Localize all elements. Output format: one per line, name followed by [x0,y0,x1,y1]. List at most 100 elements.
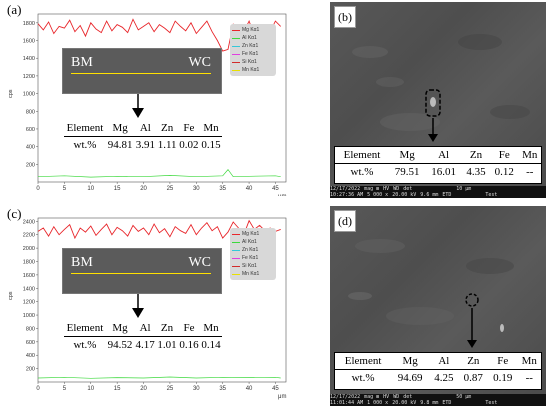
y-tick-label: 1200 [23,300,35,306]
sem-micrograph-b: (b) Element Mg Al Zn Fe Mn wt.% 79.51 16… [330,2,546,198]
table-header-row: Element Mg Al Zn Fe Mn [335,147,541,164]
table-header-cell: Al [134,120,157,137]
line-scan-plot-a: 1800 1600 1400 1200 1000 800 600 400 200 0 5 10 15 20… [4,0,300,196]
y-axis-label: cps [8,89,14,98]
table-header-cell: Mn [518,147,541,164]
y-tick-label: 2000 [23,246,35,252]
sem-inset-image: BM WC [62,248,222,294]
legend-item-zn: Zn Kα1 [232,42,274,50]
table-cell: wt.% [351,372,375,384]
table-header-cell: Fe [177,120,200,137]
table-header-cell: Mg [105,320,135,337]
table-header-cell: Al [429,353,459,370]
x-tick-label: 0 [36,186,40,192]
table-header-cell: Mn [199,120,222,137]
y-tick-label: 600 [26,340,35,346]
composition-table-c: Element Mg Al Zn Fe Mn wt.% 94.52 4.17 1… [64,320,222,364]
panel-label: (a) [6,2,23,18]
x-axis-label: μm [278,394,286,400]
legend-item-fe: Fe Kα1 [232,254,274,262]
legend-item-si: Si Kα1 [232,58,274,66]
table-row: wt.% 94.81 3.91 1.11 0.02 0.15 [64,137,222,154]
legend-item-fe: Fe Kα1 [232,50,274,58]
y-tick-label: 1600 [23,39,35,45]
y-tick-label: 600 [26,127,35,133]
table-header-row: Element Mg Al Zn Fe Mn [64,320,222,337]
y-tick-label: 800 [26,326,35,332]
element-legend: Mg Kα1 Al Kα1 Zn Kα1 Fe Kα1 Si Kα1 Mn Kα… [230,24,276,76]
bm-label: BM [71,55,93,70]
legend-item-zn: Zn Kα1 [232,246,274,254]
x-tick-label: 10 [87,386,94,392]
legend-item-al: Al Kα1 [232,238,274,246]
table-cell: 0.19 [493,372,513,384]
table-header-cell: Al [425,147,462,164]
line-scan-chart-c: 2400220020001800160014001200100080060040… [8,217,286,400]
table-header-row: Element Mg Al Zn Fe Mn [335,353,541,370]
x-tick-label: 25 [167,386,174,392]
table-row: wt.% 79.51 16.01 4.35 0.12 -- [335,164,541,181]
bm-label: BM [71,255,93,270]
y-tick-label: 400 [26,145,35,151]
panel-label: (c) [6,206,23,222]
sem-micrograph-d: (d) Element Mg Al Zn Fe Mn wt.% 94.69 4.… [330,206,546,406]
table-cell: 4.25 [434,372,454,384]
table-cell: 4.17 [135,339,155,351]
table-header-cell: Zn [461,147,491,164]
table-header-cell: Mn [200,320,222,337]
legend-item-mn: Mn Kα1 [232,66,274,74]
table-cell: 0.02 [179,139,199,151]
x-tick-label: 25 [167,186,174,192]
panel-label: (b) [334,6,356,28]
x-tick-label: 30 [193,186,200,192]
x-tick-label: 45 [272,386,279,392]
line-scan-chart-a: 1800 1600 1400 1200 1000 800 600 400 200 0 5 10 15 20… [8,13,287,196]
table-row: wt.% 94.69 4.25 0.87 0.19 -- [335,370,541,387]
table-header-cell: Element [64,120,106,137]
x-tick-label: 30 [193,386,200,392]
table-header-cell: Fe [178,320,200,337]
series-line-al [37,376,281,379]
table-cell: -- [526,166,534,178]
line-scan-plot-c: 2400 2200 2000 1800 1600 1400 1200 1000 800 600 40… [4,204,300,404]
panel-c-line-scan: 2400 2200 2000 1800 1600 1400 1200 1000 800 600 40… [4,204,300,404]
table-cell: wt.% [350,166,374,178]
y-tick-label: 1800 [23,260,35,266]
table-cell: 16.01 [431,166,456,178]
table-header-cell: Mg [105,120,135,137]
table-header-cell: Fe [490,147,519,164]
table-cell: 94.81 [107,139,133,151]
table-header-cell: Element [64,320,106,337]
y-tick-label: 1400 [23,56,35,62]
scan-line [71,273,211,274]
composition-table-b: Element Mg Al Zn Fe Mn wt.% 79.51 16.01 … [334,146,542,184]
x-tick-label: 10 [87,186,94,192]
table-header-cell: Mg [388,147,426,164]
table-header-cell: Element [335,147,389,164]
y-tick-label: 1400 [23,286,35,292]
x-tick-label: 20 [140,186,147,192]
table-cell: 94.69 [397,372,423,384]
scan-line [71,73,211,74]
legend-item-si: Si Kα1 [232,262,274,270]
table-header-row: Element Mg Al Zn Fe Mn [64,120,222,137]
table-cell: 1.11 [157,139,177,151]
table-cell: wt.% [73,339,97,351]
table-cell: 0.16 [179,339,199,351]
y-axis-label: cps [8,291,14,300]
legend-item-mg: Mg Kα1 [232,26,274,34]
panel-b-sem: (b) Element Mg Al Zn Fe Mn wt.% 79.51 16… [330,2,546,198]
wc-label: WC [188,55,211,70]
table-header-cell: Fe [488,353,518,370]
panel-label: (d) [334,210,356,232]
legend-item-al: Al Kα1 [232,34,274,42]
table-header-cell: Zn [458,353,489,370]
wc-label: WC [188,255,211,270]
table-cell: -- [525,372,533,384]
table-cell: 3.91 [135,139,155,151]
series-line-al [37,169,281,178]
plot-frame [37,13,287,183]
y-tick-label: 200 [26,162,35,168]
table-cell: 79.51 [394,166,420,178]
x-tick-label: 35 [219,386,226,392]
